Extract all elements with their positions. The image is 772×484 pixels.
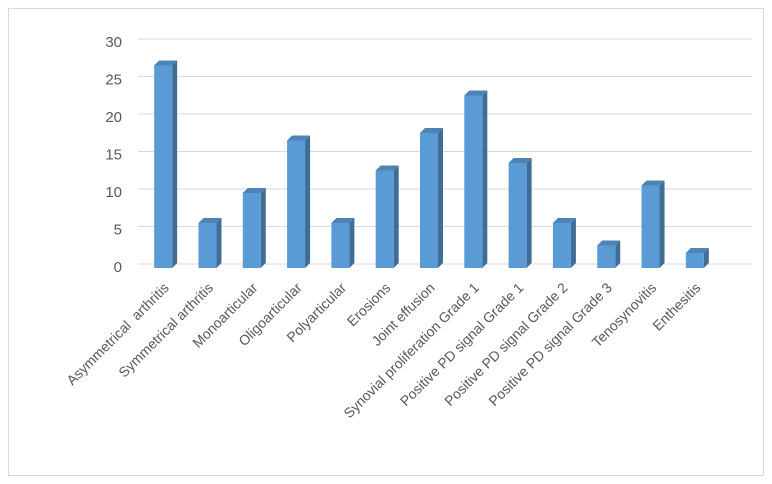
bar-top bbox=[420, 128, 443, 133]
bar bbox=[287, 140, 306, 268]
bar-side bbox=[305, 135, 311, 268]
bar-side bbox=[703, 248, 709, 268]
bar-top bbox=[508, 158, 532, 163]
bar-top bbox=[287, 135, 311, 141]
bar-side bbox=[349, 218, 355, 268]
bar-side bbox=[526, 158, 532, 268]
bar-side bbox=[393, 165, 399, 268]
bar-top bbox=[552, 218, 576, 223]
bar-top bbox=[154, 60, 178, 66]
bar-top bbox=[198, 218, 222, 223]
bar bbox=[685, 253, 704, 268]
bar bbox=[641, 185, 660, 268]
bar-side bbox=[482, 90, 488, 268]
bar-top bbox=[464, 90, 488, 96]
bar-top bbox=[375, 165, 399, 171]
bar-side bbox=[172, 60, 178, 268]
y-tick-label: 5 bbox=[114, 221, 122, 238]
bar-side bbox=[659, 180, 665, 268]
y-tick-label: 20 bbox=[105, 109, 122, 126]
bar bbox=[420, 133, 438, 268]
y-tick-label: 10 bbox=[105, 184, 122, 201]
bar bbox=[375, 170, 394, 268]
bar bbox=[331, 223, 350, 268]
bar bbox=[198, 223, 217, 268]
bar bbox=[597, 245, 616, 268]
bar-top bbox=[331, 218, 355, 223]
y-tick-label: 30 bbox=[105, 34, 122, 51]
y-tick-label: 15 bbox=[105, 146, 122, 163]
bar-side bbox=[438, 128, 443, 268]
bar-side bbox=[570, 218, 576, 268]
bar-side bbox=[615, 240, 621, 268]
bar bbox=[154, 65, 173, 268]
bar-top bbox=[242, 188, 266, 193]
y-tick-label: 0 bbox=[114, 259, 122, 276]
bar bbox=[508, 163, 527, 268]
bar bbox=[552, 223, 571, 268]
bar-side bbox=[216, 218, 222, 268]
y-tick-label: 25 bbox=[105, 71, 122, 88]
bar-top bbox=[685, 248, 709, 253]
bar bbox=[464, 95, 483, 268]
bar-top bbox=[597, 240, 621, 246]
bar bbox=[242, 193, 261, 268]
bar-side bbox=[260, 188, 266, 268]
bar-top bbox=[641, 180, 665, 186]
